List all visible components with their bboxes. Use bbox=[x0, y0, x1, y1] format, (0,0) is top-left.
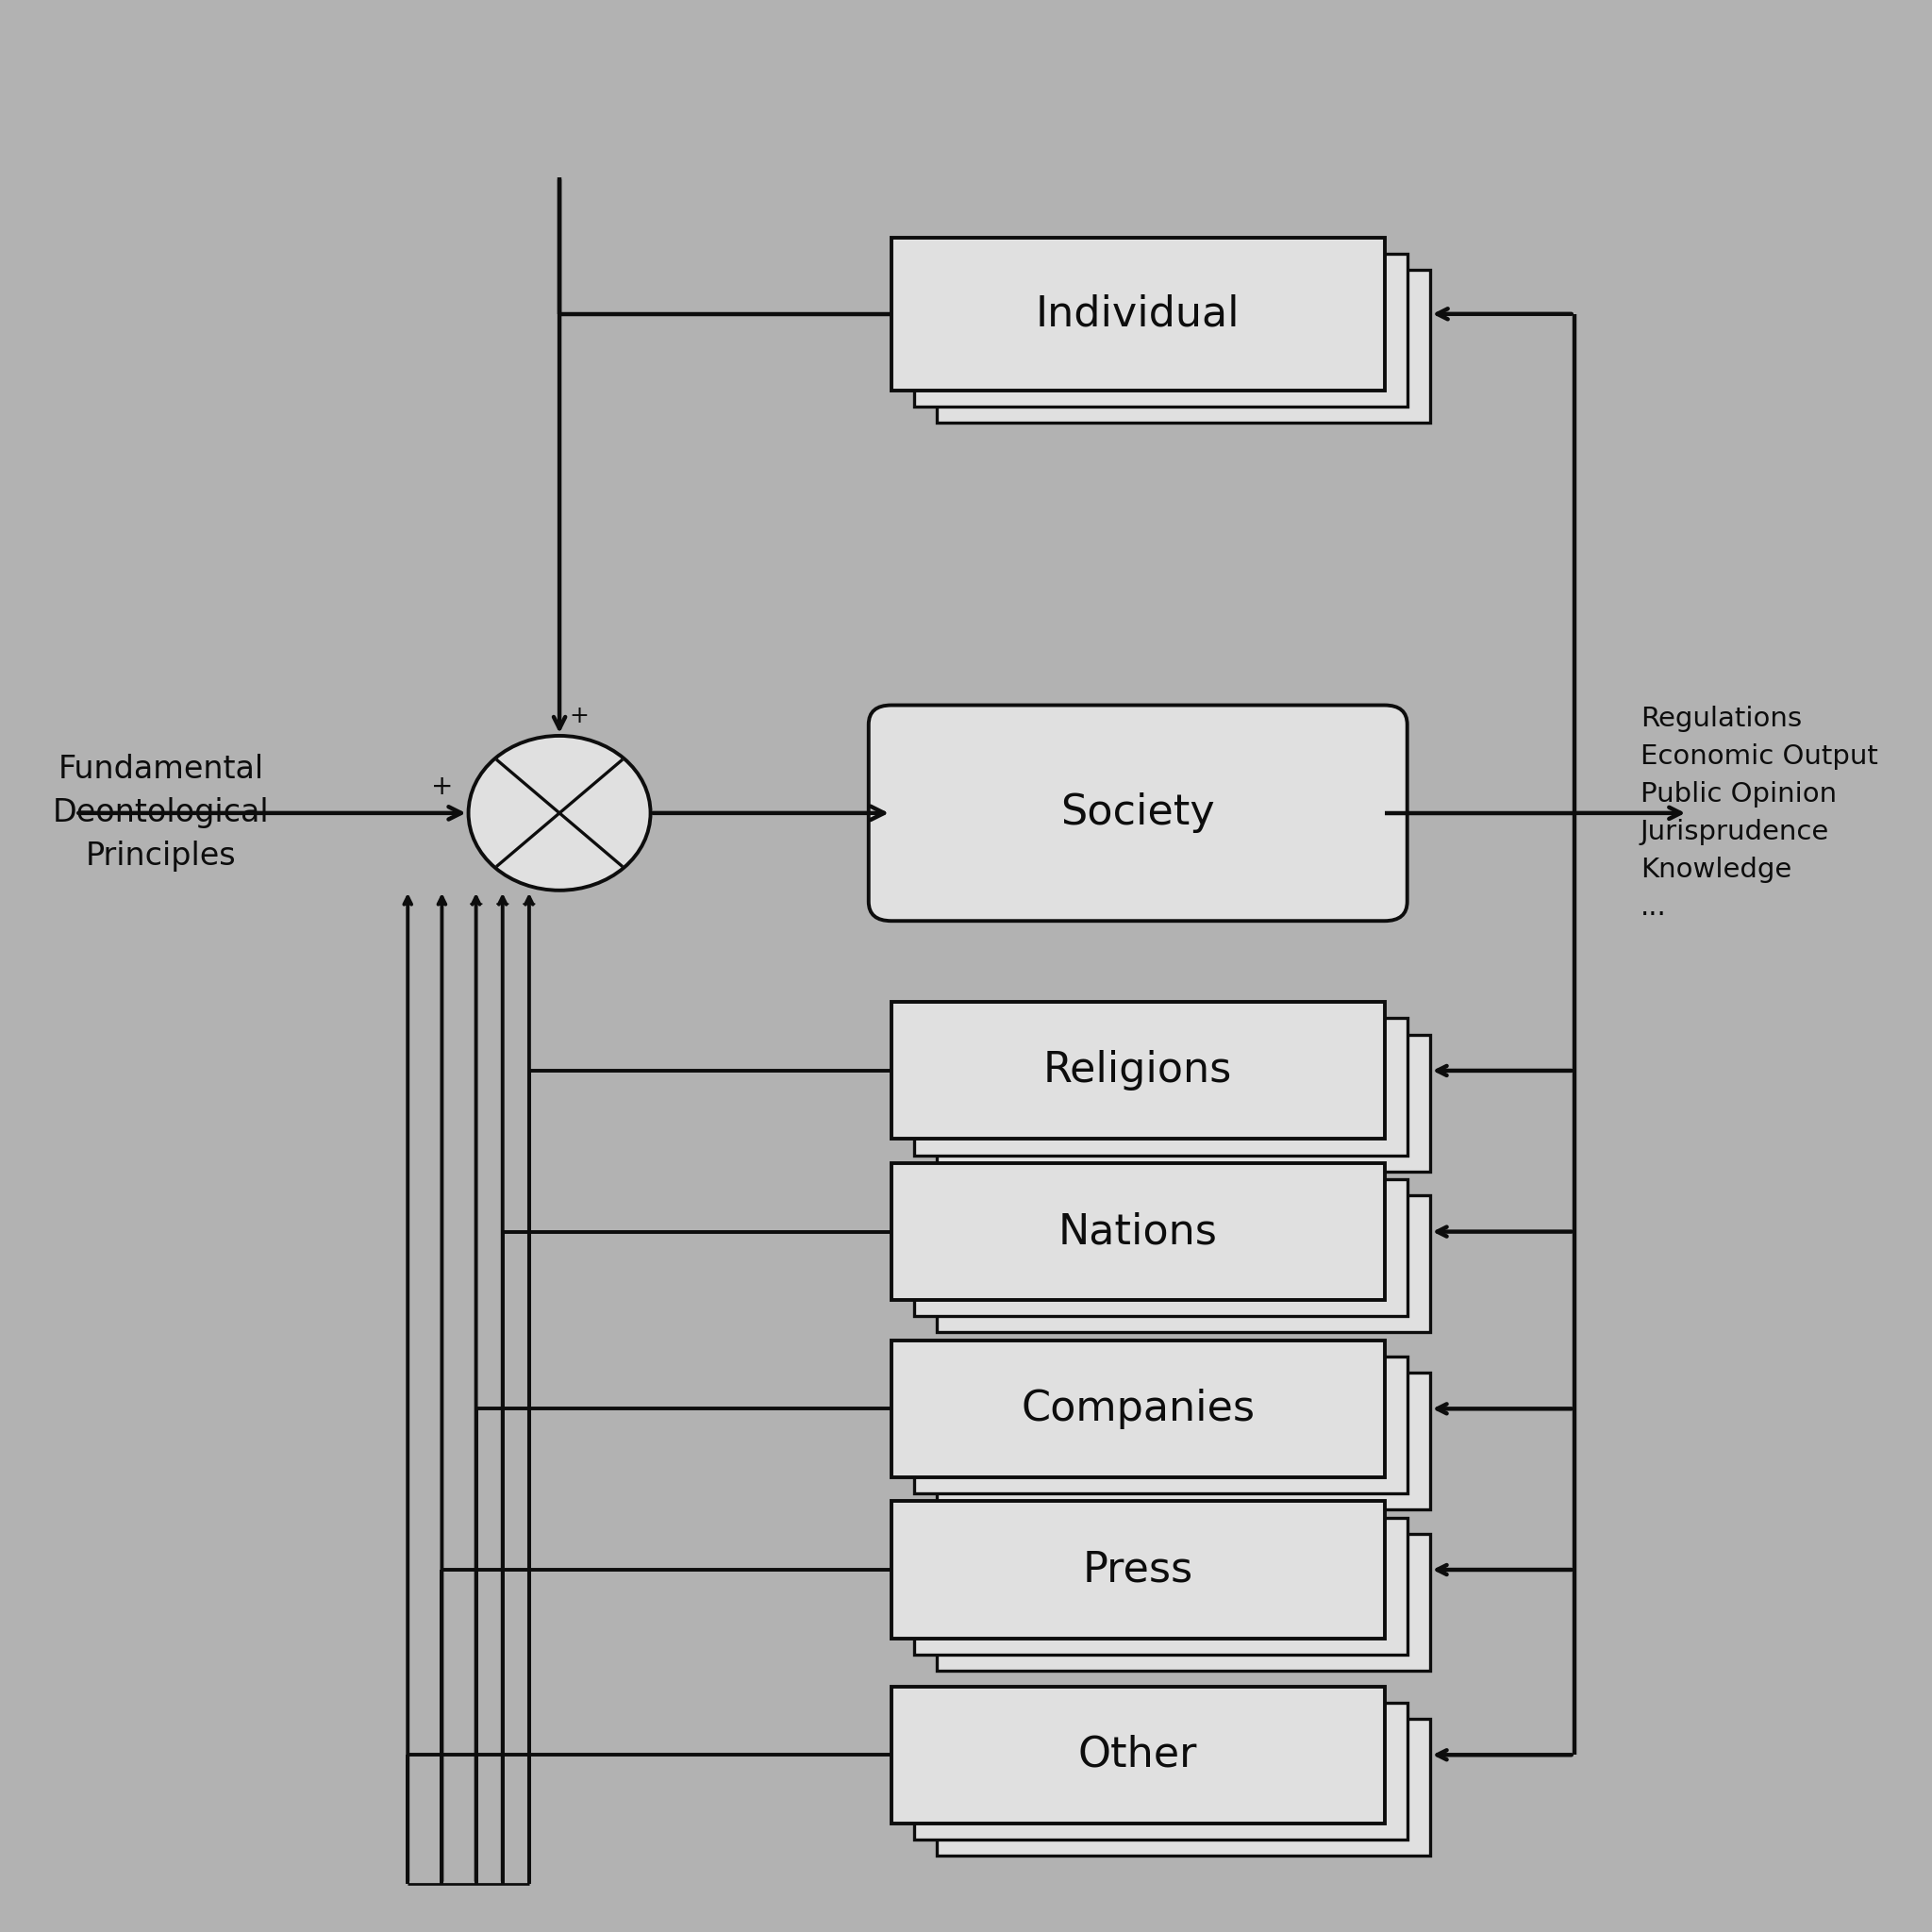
Text: Fundamental
Deontological
Principles: Fundamental Deontological Principles bbox=[52, 753, 270, 871]
Text: +: + bbox=[568, 705, 589, 728]
Text: +: + bbox=[431, 773, 454, 800]
Text: Nations: Nations bbox=[1059, 1211, 1217, 1252]
FancyBboxPatch shape bbox=[891, 1341, 1385, 1478]
FancyBboxPatch shape bbox=[914, 253, 1406, 406]
FancyBboxPatch shape bbox=[891, 1163, 1385, 1300]
Text: Individual: Individual bbox=[1036, 294, 1240, 334]
FancyBboxPatch shape bbox=[937, 1719, 1430, 1855]
Circle shape bbox=[468, 736, 651, 891]
Text: +: + bbox=[495, 895, 510, 914]
Text: -: - bbox=[439, 895, 446, 914]
Text: +: + bbox=[522, 895, 537, 914]
FancyBboxPatch shape bbox=[914, 1018, 1406, 1155]
FancyBboxPatch shape bbox=[914, 1517, 1406, 1654]
Text: -: - bbox=[404, 895, 412, 914]
Text: Companies: Companies bbox=[1020, 1389, 1256, 1430]
Text: Society: Society bbox=[1061, 792, 1215, 833]
Text: Other: Other bbox=[1078, 1735, 1198, 1776]
FancyBboxPatch shape bbox=[937, 1034, 1430, 1171]
FancyBboxPatch shape bbox=[891, 1003, 1385, 1140]
Text: Press: Press bbox=[1082, 1549, 1194, 1590]
FancyBboxPatch shape bbox=[914, 1702, 1406, 1839]
FancyBboxPatch shape bbox=[869, 705, 1406, 922]
Text: Regulations
Economic Output
Public Opinion
Jurisprudence
Knowledge
...: Regulations Economic Output Public Opini… bbox=[1640, 705, 1878, 922]
FancyBboxPatch shape bbox=[937, 270, 1430, 423]
FancyBboxPatch shape bbox=[937, 1196, 1430, 1333]
FancyBboxPatch shape bbox=[914, 1179, 1406, 1316]
Text: +: + bbox=[468, 895, 485, 914]
FancyBboxPatch shape bbox=[891, 1687, 1385, 1824]
FancyBboxPatch shape bbox=[891, 238, 1385, 390]
FancyBboxPatch shape bbox=[937, 1534, 1430, 1671]
FancyBboxPatch shape bbox=[914, 1356, 1406, 1493]
FancyBboxPatch shape bbox=[937, 1372, 1430, 1509]
FancyBboxPatch shape bbox=[891, 1501, 1385, 1638]
Text: Religions: Religions bbox=[1043, 1051, 1233, 1092]
